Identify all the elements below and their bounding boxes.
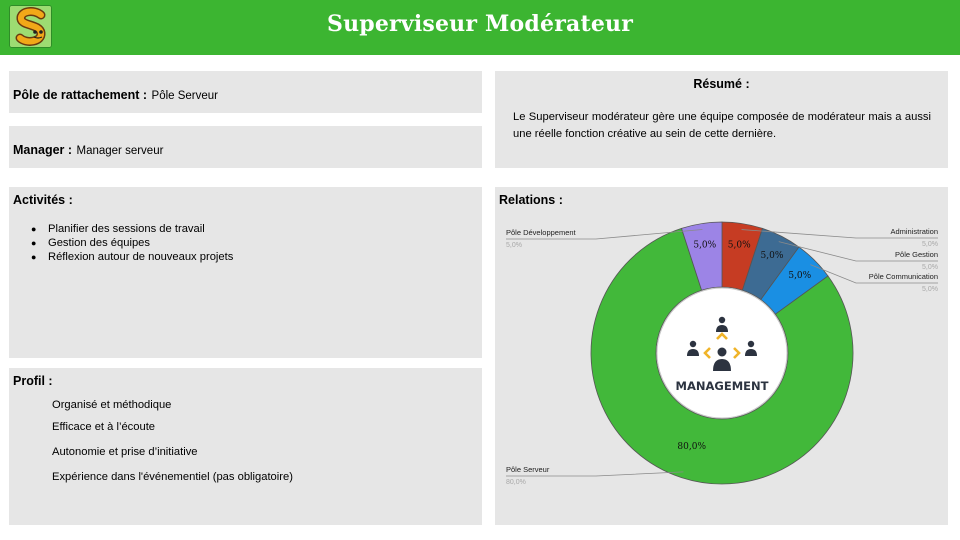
legend-value: 5,0%	[922, 286, 938, 293]
bullet-icon: ●	[31, 252, 37, 262]
profil-item: Autonomie et prise d’initiative	[52, 446, 198, 458]
management-label: MANAGEMENT	[676, 379, 769, 393]
legend-label: Pôle Communication	[869, 272, 938, 281]
slice-value-label: 5,0%	[761, 251, 784, 261]
manager-label: Manager :	[13, 143, 73, 157]
list-item: ● Réflexion autour de nouveaux projets	[31, 250, 233, 264]
list-item: ● Planifier des sessions de travail	[31, 222, 233, 236]
relations-donut-chart: 5,0% 5,0% 5,0% 80,0% 5,0% Administration 5,0%…	[506, 221, 938, 486]
list-item: ● Gestion des équipes	[31, 236, 233, 250]
list-item-text: Planifier des sessions de travail	[48, 223, 205, 235]
pole-label: Pôle de rattachement :	[13, 88, 148, 102]
legend-value: 80,0%	[506, 479, 526, 486]
slice-value-label: 5,0%	[788, 271, 811, 281]
resume-text: Le Superviseur modérateur gère une équip…	[513, 111, 931, 140]
leader-line	[506, 229, 703, 240]
list-item-text: Gestion des équipes	[48, 237, 150, 249]
leader-line	[506, 471, 684, 477]
slice-value-label: 80,0%	[677, 442, 706, 452]
relations-panel: Relations : 5,0% 5,0% 5,0% 80,0% 5,0% Admini…	[495, 187, 948, 525]
snake-s-logo-icon	[9, 5, 52, 48]
bullet-icon: ●	[31, 224, 37, 234]
activites-panel: Activités : ● Planifier des sessions de t…	[9, 187, 482, 358]
profil-item: Efficace et à l’écoute	[52, 421, 156, 433]
legend-value: 5,0%	[506, 242, 522, 249]
management-center: MANAGEMENT	[656, 287, 788, 419]
resume-panel: Résumé : Le Superviseur modérateur gère …	[495, 71, 948, 168]
bullet-icon: ●	[31, 238, 37, 248]
manager-panel: Manager : Manager serveur	[9, 126, 482, 168]
profil-heading: Profil :	[13, 374, 53, 388]
resume-heading: Résumé :	[693, 77, 750, 91]
pole-value: Pôle Serveur	[151, 90, 219, 102]
management-people-icon	[687, 316, 757, 371]
slice-pole-serveur	[590, 227, 854, 485]
legend-label: Pôle Développement	[506, 228, 577, 237]
list-item-text: Réflexion autour de nouveaux projets	[48, 251, 234, 263]
leader-line	[778, 241, 938, 262]
slice-value-label: 5,0%	[693, 240, 716, 250]
legend-label: Pôle Gestion	[895, 250, 938, 259]
profil-item: Expérience dans l'événementiel (pas obli…	[52, 471, 293, 483]
leader-line	[810, 264, 938, 284]
leader-line	[741, 229, 938, 239]
profil-panel: Profil : Organisé et méthodique Efficace…	[9, 368, 482, 525]
pole-panel: Pôle de rattachement : Pôle Serveur	[9, 71, 482, 113]
slice-pole-developpement	[681, 221, 723, 291]
slice-value-label: 5,0%	[728, 240, 751, 250]
relations-heading: Relations :	[499, 193, 563, 207]
legend-label: Administration	[890, 227, 938, 236]
legend-value: 5,0%	[922, 241, 938, 248]
manager-value: Manager serveur	[76, 145, 164, 157]
profil-item: Organisé et méthodique	[52, 399, 172, 411]
activites-list: ● Planifier des sessions de travail ● Gest…	[31, 222, 233, 264]
legend-label: Pôle Serveur	[506, 465, 550, 474]
activites-heading: Activités :	[13, 193, 73, 207]
page-title: Superviseur Modérateur	[326, 11, 634, 37]
header-bar: Superviseur Modérateur	[0, 0, 960, 55]
legend-value: 5,0%	[922, 264, 938, 271]
